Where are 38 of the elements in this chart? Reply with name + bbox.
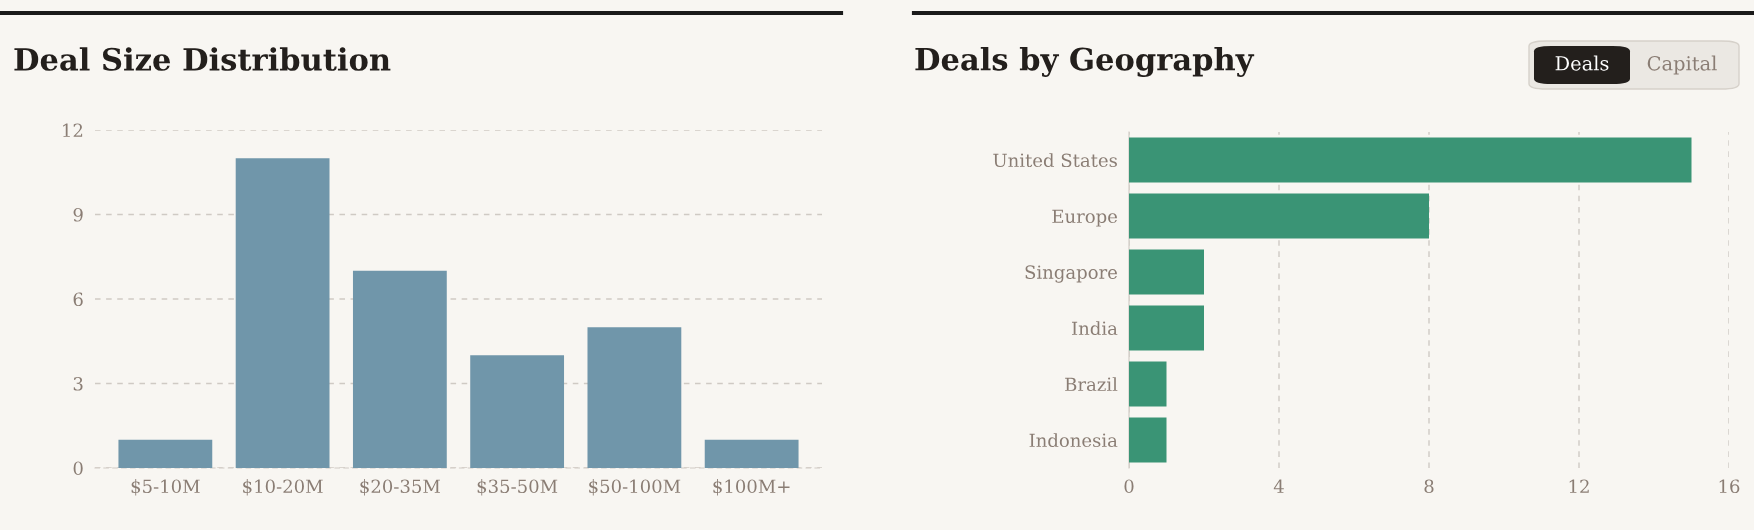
x-tick-label: $35-50M: [477, 479, 558, 496]
x-tick-label: $100M+: [713, 479, 790, 496]
bar: [1129, 361, 1167, 407]
bar: [1129, 305, 1204, 351]
y-tick-label: Indonesia: [1029, 433, 1118, 448]
bar: [1129, 137, 1692, 183]
bar: [352, 270, 447, 468]
y-tick-label: 0: [73, 461, 83, 476]
x-tick-label: $50-100M: [589, 479, 681, 496]
chart-title: Deal Size Distribution: [14, 47, 391, 71]
y-tick-label: 3: [73, 376, 83, 391]
y-tick-label: United States: [993, 153, 1117, 168]
bar: [704, 439, 799, 468]
x-tick-label: $5-10M: [131, 479, 200, 496]
x-tick-label: 4: [1273, 479, 1284, 493]
bar: [1129, 193, 1429, 239]
text: Deals: [1555, 55, 1609, 71]
x-tick-label: 0: [1124, 479, 1134, 494]
bar: [1129, 249, 1204, 295]
bar: [118, 439, 213, 468]
bar: [235, 158, 330, 468]
bar: [587, 327, 682, 468]
x-tick-label: 16: [1719, 479, 1740, 494]
y-tick-label: 9: [73, 207, 83, 222]
y-tick-label: 12: [63, 123, 83, 137]
text: Capital: [1647, 55, 1717, 75]
y-tick-label: 6: [73, 292, 83, 307]
bar: [1129, 417, 1167, 463]
x-tick-label: $20-35M: [360, 479, 440, 496]
y-tick-label: Brazil: [1065, 377, 1118, 392]
x-tick-label: $10-20M: [243, 479, 323, 496]
bar: [470, 355, 565, 468]
x-tick-label: 12: [1569, 479, 1589, 493]
x-tick-label: 8: [1424, 479, 1434, 494]
chart-title: Deals by Geography: [915, 47, 1255, 77]
y-tick-label: Singapore: [1025, 265, 1117, 283]
y-tick-label: India: [1072, 321, 1118, 336]
y-tick-label: Europe: [1052, 209, 1117, 227]
